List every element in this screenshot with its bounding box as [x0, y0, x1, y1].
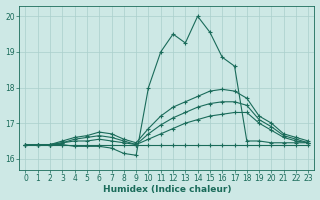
X-axis label: Humidex (Indice chaleur): Humidex (Indice chaleur)	[103, 185, 231, 194]
